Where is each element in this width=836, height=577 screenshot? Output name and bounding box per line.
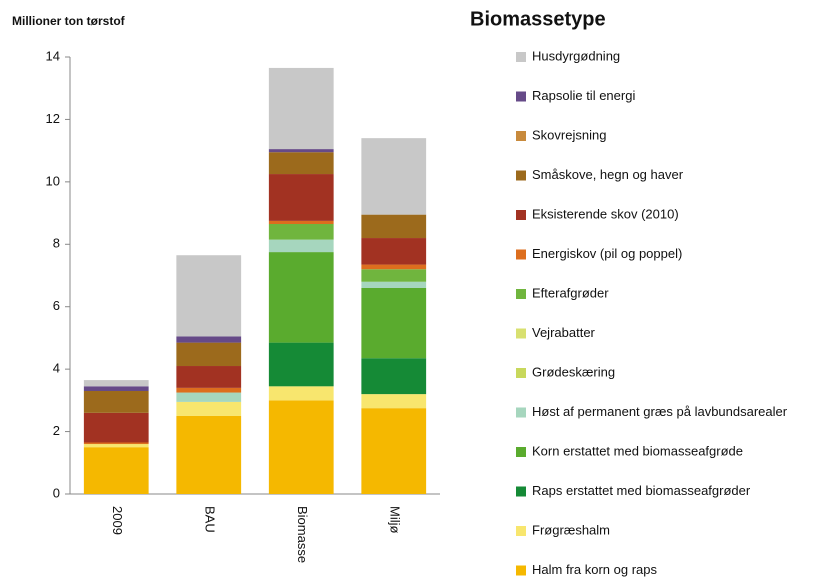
legend-label: Høst af permanent græs på lavbundsareale… (532, 404, 788, 419)
legend-swatch (516, 289, 526, 299)
x-tick-label: BAU (202, 506, 217, 533)
legend-swatch (516, 526, 526, 536)
legend-swatch (516, 210, 526, 220)
bar-segment (361, 287, 427, 359)
legend-label: Efterafgrøder (532, 285, 609, 300)
y-tick-label: 10 (46, 173, 60, 188)
y-tick-label: 0 (53, 485, 60, 500)
legend-label: Raps erstattet med biomasseafgrøder (532, 483, 751, 498)
bar-segment (176, 336, 242, 343)
bar-segment (176, 255, 242, 337)
y-tick-label: 8 (53, 236, 60, 251)
legend-title: Biomassetype (470, 8, 606, 30)
bar-segment (83, 386, 149, 391)
bar-segment (268, 220, 334, 224)
bar-segment (176, 401, 242, 416)
bar-segment (83, 444, 149, 448)
bar-segment (176, 342, 242, 367)
y-tick-label: 4 (53, 361, 60, 376)
bar-segment (176, 392, 242, 402)
bar-segment (83, 442, 149, 445)
bar-segment (361, 408, 427, 494)
bar-segment (268, 67, 334, 150)
legend-label: Korn erstattet med biomasseafgrøde (532, 443, 743, 458)
legend-swatch (516, 131, 526, 141)
legend-swatch (516, 486, 526, 497)
bar-segment (268, 400, 334, 494)
legend-swatch (516, 52, 526, 62)
legend-label: Rapsolie til energi (532, 88, 635, 103)
bar-segment (83, 412, 149, 443)
bar-segment (361, 394, 427, 409)
y-tick-label: 6 (53, 298, 60, 313)
x-tick-label: Miljø (387, 506, 402, 533)
legend-label: Energiskov (pil og poppel) (532, 246, 682, 261)
bar-segment (176, 387, 242, 393)
x-tick-label: Biomasse (295, 506, 310, 563)
bar-segment (268, 386, 334, 401)
legend-swatch (516, 565, 526, 576)
bar-segment (268, 223, 334, 240)
bar-segment (268, 149, 334, 153)
bar-segment (361, 238, 427, 265)
bar-segment (268, 342, 334, 387)
bar-segment (83, 390, 149, 413)
bar-segment (176, 366, 242, 388)
x-tick-label: 2009 (110, 506, 125, 535)
bar-segment (361, 214, 427, 239)
y-tick-label: 12 (46, 111, 60, 126)
legend-label: Småskove, hegn og haver (532, 167, 684, 182)
legend-swatch (516, 249, 526, 260)
bar-segment (361, 358, 427, 395)
legend-label: Eksisterende skov (2010) (532, 206, 679, 221)
bar-segment (268, 239, 334, 253)
y-axis-label: Millioner ton tørstof (12, 14, 126, 28)
legend-swatch (516, 447, 526, 457)
bar-segment (83, 380, 149, 387)
bar-segment (361, 269, 427, 282)
legend-label: Frøgræshalm (532, 522, 610, 537)
legend-label: Husdyrgødning (532, 48, 620, 63)
bar-segment (268, 174, 334, 221)
bar-segment (361, 264, 427, 270)
legend-swatch (516, 328, 526, 339)
bar-segment (268, 252, 334, 343)
legend-swatch (516, 407, 526, 418)
legend-swatch (516, 91, 526, 102)
legend-label: Halm fra korn og raps (532, 562, 657, 577)
legend-label: Skovrejsning (532, 127, 606, 142)
bar-segment (176, 415, 242, 494)
bar-segment (83, 447, 149, 494)
bar-segment (361, 138, 427, 215)
y-tick-label: 2 (53, 423, 60, 438)
legend-swatch (516, 368, 526, 378)
legend-label: Grødeskæring (532, 364, 615, 379)
bar-segment (361, 281, 427, 288)
legend-label: Vejrabatter (532, 325, 596, 340)
y-tick-label: 14 (46, 48, 60, 63)
legend-swatch (516, 170, 526, 181)
bar-segment (268, 152, 334, 175)
